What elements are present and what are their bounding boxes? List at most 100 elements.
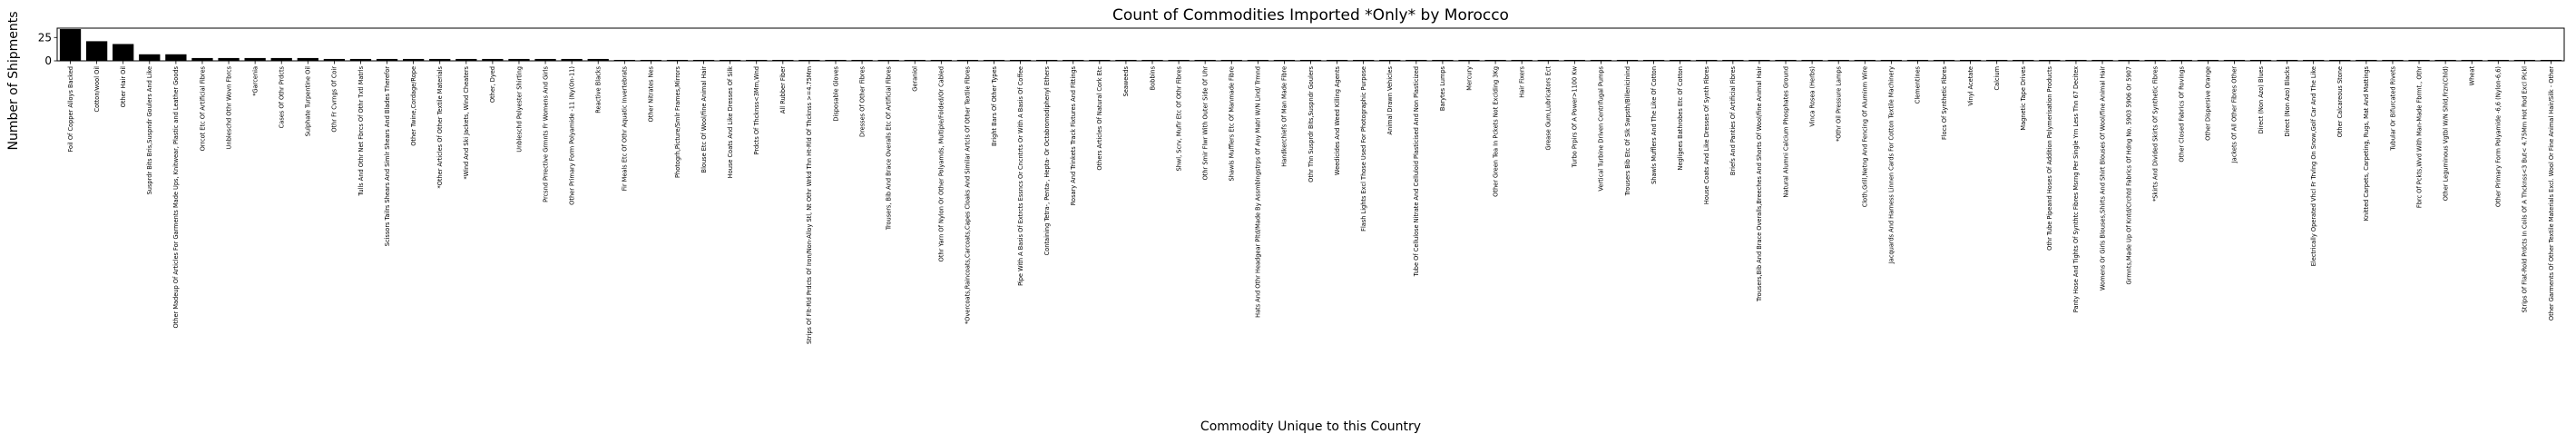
x-axis-label: Commodity Unique to this Country — [1200, 419, 1421, 434]
bar — [1933, 59, 1955, 61]
x-tick-label: Other, Dyed — [489, 66, 496, 103]
x-tick-label: Vertical Turbine Driven Centrifugal Pump… — [1598, 65, 1605, 191]
bar — [1880, 59, 1902, 61]
bar — [508, 58, 530, 61]
bar — [1748, 59, 1770, 61]
x-tick-label: All Rubber Fiber — [779, 66, 787, 113]
bar — [640, 59, 662, 61]
x-tick-label: Bobbins — [1149, 65, 1156, 90]
x-tick-label: *Other Articles Of Other Textile Materia… — [436, 65, 444, 188]
x-tick-label: Jackets Of All Other Fibres Other — [2231, 66, 2238, 164]
bar — [1801, 59, 1823, 61]
x-tick-label: Other Nitrates Nes — [648, 65, 655, 122]
x-tick-label: House Coats And Like Dresses Of Silk — [727, 66, 734, 178]
bar — [323, 58, 346, 61]
bar — [1696, 59, 1718, 61]
bar — [561, 58, 583, 61]
x-axis: Foil Of Copper Alloys Backed Cotton/wool … — [67, 61, 2555, 344]
bar — [587, 58, 609, 61]
x-tick-label: Clementines — [1915, 65, 1922, 104]
x-tick-label: Prdcts Of Thcknss<3Mm,Wnd — [753, 66, 760, 155]
x-tick-label: Disposable Gloves — [832, 65, 839, 121]
bar — [1353, 59, 1375, 61]
x-tick-label: Trousers Bib Etc Of Slk Swpsth/Billenici… — [1624, 66, 1631, 196]
x-tick-label: Flash Lights Excl Those Used For Photogr… — [1360, 66, 1367, 232]
x-tick-label: Womens Or Girls Blouses,Shirts And Shirt… — [2099, 66, 2106, 291]
x-tick-label: Handkerchiefs Of Man Made Fibre — [1281, 66, 1288, 167]
bar — [376, 58, 398, 61]
bar — [983, 59, 1005, 61]
y-axis: 0 25 — [38, 31, 57, 67]
bar — [1406, 59, 1427, 61]
x-tick-label: Strips Of Flt-Rld Prdcts Of Iron/Non-All… — [806, 66, 813, 344]
x-tick-label: Cloth,Grill,Netng And Fencing Of Aluminm… — [1862, 66, 1869, 207]
x-tick-label: Other Calcareous Stone — [2336, 66, 2344, 137]
x-tick-label: Othr Yarn Of Nylon Or Other Polyamds, Mu… — [938, 66, 945, 261]
x-tick-label: Geraniol — [912, 66, 919, 92]
x-tick-label: *Wind And Ski Jackets, Wind Cheaters — [463, 65, 470, 179]
x-tick-label: Containing Tetra-, Penta-, Hepta- Or Oct… — [1043, 65, 1051, 255]
bar — [1827, 59, 1849, 61]
bar — [1247, 59, 1268, 61]
x-tick-label: Prcsnd Prrective Grmnts Fr Womens And Gi… — [542, 65, 549, 202]
x-tick-label: Natural Alumni Calcium Phosphates Ground — [1782, 66, 1789, 198]
x-tick-label: Turbo Prpirs Of A Power>1100 Kw — [1572, 65, 1579, 168]
x-tick-label: Barytes Lumps — [1439, 65, 1446, 111]
bar — [1194, 59, 1216, 61]
x-tick-label: *Overcoats,Raincoats,Carcoats,Capes Cloa… — [965, 65, 972, 324]
chart-title: Count of Commodities Imported *Only* by … — [1112, 6, 1509, 25]
bar — [482, 58, 504, 61]
bar — [2144, 59, 2166, 61]
bar — [825, 59, 847, 61]
bar — [165, 54, 187, 61]
bar — [1854, 59, 1876, 61]
x-tick-label: Weedicides And Weed Killing Agents — [1334, 65, 1341, 175]
x-tick-label: Tulls And Othr Net Fbrcs Of Othr Txtl Ma… — [358, 65, 365, 196]
x-tick-label: Photogrh,Picture/Smlr Frames,Mirrors — [674, 65, 681, 178]
bars-group — [59, 29, 2562, 61]
plot-area — [56, 27, 2565, 62]
bar — [244, 57, 266, 61]
bar — [2276, 59, 2298, 61]
x-tick-label: Shwl, Scrv, Mufir Etc Of Othr Fibres — [1175, 65, 1182, 171]
x-tick-label: Other Hair Oil — [120, 66, 127, 107]
bar — [2303, 59, 2325, 61]
bar — [720, 59, 741, 61]
bar — [85, 41, 108, 61]
bar — [2223, 59, 2246, 61]
bar — [1273, 59, 1296, 61]
bar — [746, 59, 768, 61]
x-tick-label: Others Articles Of Natural Cork Etc — [1096, 66, 1103, 171]
x-tick-label: Seaweeds — [1122, 65, 1130, 96]
x-tick-label: Othr Smir Flwr With Outer Side Of Uhr — [1201, 66, 1209, 181]
x-tick-label: Susprdr Bits Bris,Suspndr Goulers And Li… — [146, 66, 153, 194]
bar — [1326, 59, 1348, 61]
bar — [2118, 59, 2140, 61]
bar — [798, 59, 820, 61]
bar — [1299, 59, 1322, 61]
bar — [930, 59, 952, 61]
bar — [1775, 59, 1797, 61]
bar — [851, 59, 873, 61]
x-tick-label: Rosary And Trinkets Track Fixtures And F… — [1070, 65, 1077, 205]
bar — [2197, 59, 2218, 61]
bar — [429, 58, 451, 61]
x-tick-label: Hair Fixers — [1518, 65, 1525, 97]
bar — [59, 29, 82, 61]
x-tick-label: Animal Drawn Vehicles — [1386, 65, 1394, 134]
x-tick-label: *Skirts And Divided Skirts Of Synthetic … — [2151, 65, 2159, 202]
bar — [2434, 59, 2456, 61]
x-tick-label: Fbrc Of Pckts,Wvd With Man-Made Fbrmt., … — [2415, 66, 2423, 208]
x-tick-label: House Coats And Like Dresses Of Synth Fi… — [1703, 65, 1710, 204]
bar — [2065, 59, 2087, 61]
bar — [1115, 59, 1137, 61]
x-tick-label: Shawls Mufflers And The Like Of Cotton — [1650, 66, 1658, 184]
x-tick-label: Direct (Non Azo) Blacks — [2284, 65, 2291, 136]
bar — [1642, 59, 1665, 61]
bar — [613, 59, 635, 61]
bar — [1959, 59, 1982, 61]
x-tick-label: *Garcenia — [251, 66, 259, 96]
bar — [1379, 59, 1401, 61]
bar — [772, 59, 794, 61]
x-tick-label: Grmnts,Made Up Of Kntd/Crchtd Fabrics Of… — [2125, 66, 2132, 284]
